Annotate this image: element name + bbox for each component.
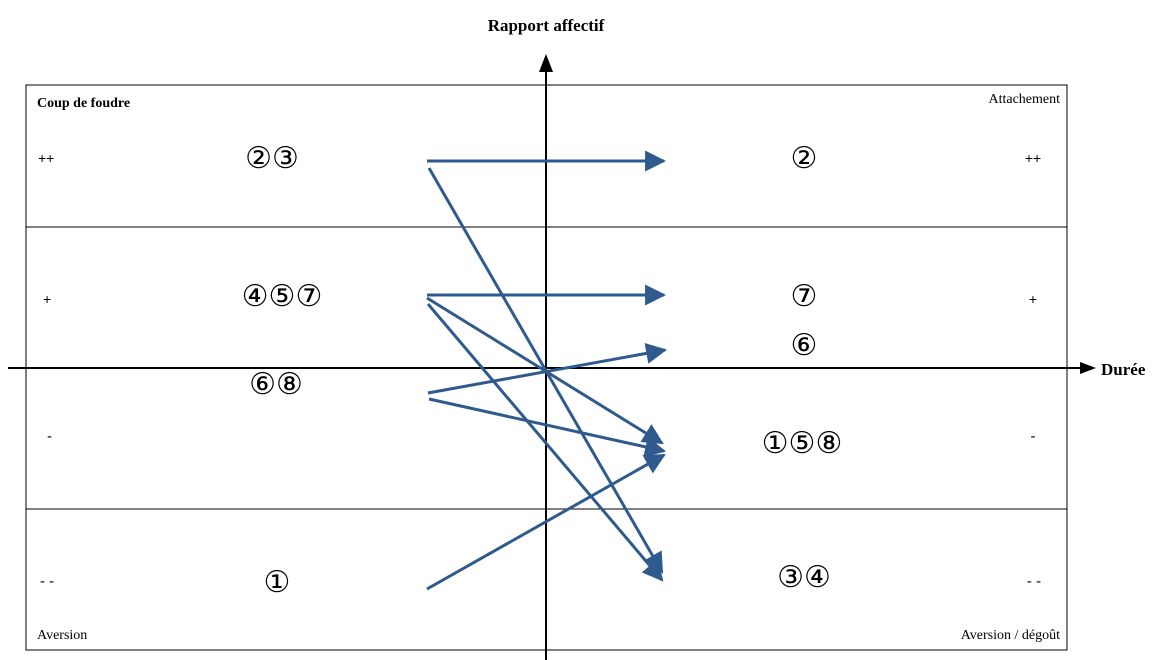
left-group-band3: ⑥⑧ bbox=[249, 368, 303, 401]
level-marker-right-minus: - bbox=[1031, 428, 1036, 445]
right-group-7: ⑦ bbox=[791, 280, 818, 313]
corner-label-aversion-degout: Aversion / dégoût bbox=[961, 628, 1060, 643]
level-marker-right-plusplus: ++ bbox=[1025, 150, 1041, 166]
right-group-2: ② bbox=[791, 142, 818, 175]
left-group-band2: ④⑤⑦ bbox=[242, 280, 323, 313]
x-axis-arrowhead bbox=[1080, 362, 1096, 374]
corner-label-aversion: Aversion bbox=[37, 628, 87, 643]
corner-label-attachement: Attachement bbox=[988, 92, 1060, 107]
arrow-8-stays-minus bbox=[428, 397, 667, 458]
x-axis-title: Durée bbox=[1101, 360, 1146, 379]
left-group-band4: ① bbox=[264, 566, 291, 599]
level-marker-right-minusminus: - - bbox=[1027, 573, 1041, 590]
y-axis-arrowhead bbox=[539, 54, 553, 72]
level-marker-right-plus: + bbox=[1029, 291, 1037, 307]
corner-label-coup-de-foudre: Coup de foudre bbox=[37, 96, 130, 111]
right-group-34: ③④ bbox=[777, 561, 831, 594]
right-group-6: ⑥ bbox=[791, 329, 818, 362]
arrow-6-to-plus bbox=[427, 343, 668, 395]
level-marker-left-minus: - bbox=[47, 428, 52, 445]
arrow-4-to-minusminus bbox=[426, 303, 664, 582]
transition-arrows bbox=[426, 150, 668, 591]
left-group-band1: ②③ bbox=[245, 142, 299, 175]
right-group-158: ①⑤⑧ bbox=[762, 427, 843, 460]
y-axis-title: Rapport affectif bbox=[488, 16, 605, 35]
level-marker-left-plus: + bbox=[43, 291, 51, 307]
level-marker-left-minusminus: - - bbox=[40, 573, 54, 590]
level-marker-left-plusplus: ++ bbox=[38, 150, 54, 166]
arrow-1-to-minus bbox=[426, 453, 666, 591]
